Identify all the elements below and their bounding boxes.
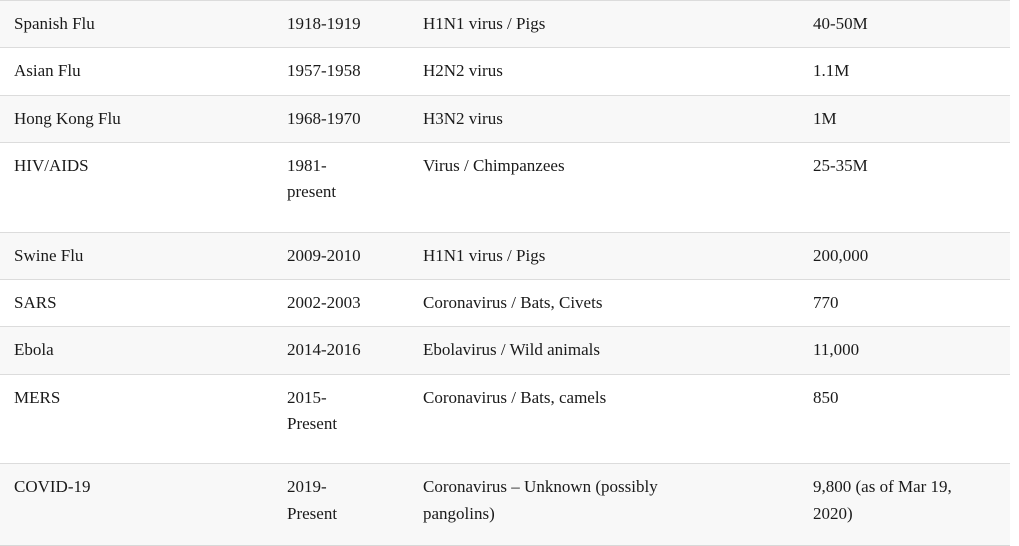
pandemic-type-source-text: H3N2 virus <box>423 108 503 128</box>
cell-pandemic-years: 2015- Present <box>273 373 409 464</box>
cell-pandemic-years: 1981- present <box>273 142 409 233</box>
pandemic-type-source-text: Coronavirus / Bats, camels <box>423 387 607 407</box>
table-row: Ebola 2014-2016 Ebolavirus / Wild animals 1… <box>0 326 1010 375</box>
pandemic-name-text: COVID-19 <box>14 477 91 497</box>
pandemic-name-text: SARS <box>14 293 57 313</box>
cell-pandemic-years: 2002-2003 <box>273 279 409 327</box>
table-row: HIV/AIDS 1981- present Virus / Chimpanzees 2… <box>0 142 1010 233</box>
cell-pandemic-name: Ebola <box>0 326 273 375</box>
cell-pandemic-type-source: Ebolavirus / Wild animals <box>409 326 799 375</box>
cell-pandemic-type-source: H1N1 virus / Pigs <box>409 231 799 280</box>
pandemic-death-toll-text: 850 <box>813 387 839 407</box>
pandemic-name-text: MERS <box>14 387 61 407</box>
cell-pandemic-death-toll: 1.1M <box>799 47 1010 96</box>
cell-pandemic-years: 2014-2016 <box>273 326 409 375</box>
pandemic-name-text: Ebola <box>14 340 54 360</box>
pandemic-years-text-line2: Present <box>287 414 338 434</box>
table-row: Spanish Flu 1918-1919 H1N1 virus / Pigs 40-… <box>0 0 1010 48</box>
cell-pandemic-death-toll: 9,800 (as of Mar 19, 2020) <box>799 463 1010 546</box>
cell-pandemic-name: MERS <box>0 373 273 464</box>
pandemic-type-source-text: H1N1 virus / Pigs <box>423 245 546 265</box>
pandemic-type-source-text: Virus / Chimpanzees <box>423 156 565 176</box>
cell-pandemic-death-toll: 11,000 <box>799 326 1010 375</box>
table-row: Hong Kong Flu 1968-1970 H3N2 virus 1M <box>0 94 1010 143</box>
pandemic-years-text: 2009-2010 <box>287 245 361 265</box>
pandemic-years-text: 1918-1919 <box>287 14 361 33</box>
pandemic-name-text: HIV/AIDS <box>14 156 89 176</box>
pandemic-type-source-text: Ebolavirus / Wild animals <box>423 340 601 360</box>
cell-pandemic-death-toll: 850 <box>799 373 1010 464</box>
table-row: MERS 2015- Present Coronavirus / Bats, came… <box>0 373 1010 464</box>
cell-pandemic-name: Swine Flu <box>0 231 273 280</box>
cell-pandemic-years: 2009-2010 <box>273 231 409 280</box>
cell-pandemic-name: Asian Flu <box>0 47 273 96</box>
pandemic-death-toll-text: 1M <box>813 108 837 128</box>
pandemic-death-toll-text: 770 <box>813 293 839 313</box>
cell-pandemic-type-source: H1N1 virus / Pigs <box>409 0 799 48</box>
table-row: Swine Flu 2009-2010 H1N1 virus / Pigs 200,0… <box>0 231 1010 280</box>
pandemic-name-text: Spanish Flu <box>14 14 95 33</box>
pandemic-name-text: Asian Flu <box>14 61 81 81</box>
cell-pandemic-name: Hong Kong Flu <box>0 94 273 143</box>
cell-pandemic-years: 1957-1958 <box>273 47 409 96</box>
pandemic-death-toll-text: 40-50M <box>813 14 868 33</box>
cell-pandemic-type-source: Coronavirus / Bats, camels <box>409 373 799 464</box>
cell-pandemic-type-source: Coronavirus / Bats, Civets <box>409 279 799 327</box>
cell-pandemic-years: 1918-1919 <box>273 0 409 48</box>
table-row: COVID-19 2019- Present Coronavirus – Unknow… <box>0 463 1010 546</box>
pandemic-death-toll-text-line2: 2020) <box>813 503 853 523</box>
pandemic-death-toll-text: 1.1M <box>813 61 850 81</box>
pandemic-type-source-text: H1N1 virus / Pigs <box>423 14 546 33</box>
table-row: Asian Flu 1957-1958 H2N2 virus 1.1M <box>0 47 1010 96</box>
cell-pandemic-years: 2019- Present <box>273 463 409 546</box>
cell-pandemic-type-source: H3N2 virus <box>409 94 799 143</box>
pandemic-years-text: 1981- <box>287 156 327 176</box>
table-row: SARS 2002-2003 Coronavirus / Bats, Civets 7… <box>0 279 1010 327</box>
cell-pandemic-name: COVID-19 <box>0 463 273 546</box>
cell-pandemic-type-source: Virus / Chimpanzees <box>409 142 799 233</box>
pandemic-name-text: Hong Kong Flu <box>14 108 121 128</box>
pandemic-years-text: 2014-2016 <box>287 340 361 360</box>
pandemic-years-text: 1968-1970 <box>287 108 361 128</box>
pandemic-type-source-text-line2: pangolins) <box>423 503 495 523</box>
pandemic-death-toll-text: 11,000 <box>813 340 860 360</box>
pandemic-death-toll-text: 9,800 (as of Mar 19, <box>813 477 952 497</box>
pandemic-type-source-text: H2N2 virus <box>423 61 503 81</box>
cell-pandemic-death-toll: 1M <box>799 94 1010 143</box>
cell-pandemic-death-toll: 770 <box>799 279 1010 327</box>
cell-pandemic-death-toll: 40-50M <box>799 0 1010 48</box>
pandemic-type-source-text: Coronavirus – Unknown (possibly <box>423 477 658 497</box>
pandemic-type-source-text: Coronavirus / Bats, Civets <box>423 293 603 313</box>
cell-pandemic-type-source: H2N2 virus <box>409 47 799 96</box>
cell-pandemic-name: SARS <box>0 279 273 327</box>
pandemic-years-text-line2: Present <box>287 503 338 523</box>
pandemic-years-text: 2015- <box>287 387 327 407</box>
cell-pandemic-name: HIV/AIDS <box>0 142 273 233</box>
pandemic-years-text: 2019- <box>287 477 327 497</box>
cell-pandemic-death-toll: 200,000 <box>799 231 1010 280</box>
cell-pandemic-years: 1968-1970 <box>273 94 409 143</box>
cell-pandemic-name: Spanish Flu <box>0 0 273 48</box>
cell-pandemic-type-source: Coronavirus – Unknown (possibly pangolins… <box>409 463 799 546</box>
cell-pandemic-death-toll: 25-35M <box>799 142 1010 233</box>
pandemic-years-text: 2002-2003 <box>287 293 361 313</box>
pandemic-death-toll-text: 25-35M <box>813 156 868 176</box>
pandemic-years-text-line2: present <box>287 182 337 202</box>
pandemic-death-toll-text: 200,000 <box>813 245 869 265</box>
pandemic-years-text: 1957-1958 <box>287 61 361 81</box>
pandemic-name-text: Swine Flu <box>14 245 84 265</box>
